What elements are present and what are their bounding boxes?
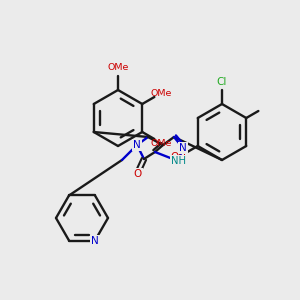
Text: NH: NH (170, 156, 185, 166)
Text: OH: OH (171, 152, 187, 162)
Text: N: N (133, 140, 141, 150)
Text: OMe: OMe (151, 88, 172, 98)
Text: N: N (91, 236, 99, 245)
Text: N: N (179, 143, 187, 153)
Text: Cl: Cl (217, 77, 227, 87)
Text: O: O (134, 169, 142, 179)
Text: OMe: OMe (151, 139, 172, 148)
Text: OMe: OMe (107, 64, 129, 73)
